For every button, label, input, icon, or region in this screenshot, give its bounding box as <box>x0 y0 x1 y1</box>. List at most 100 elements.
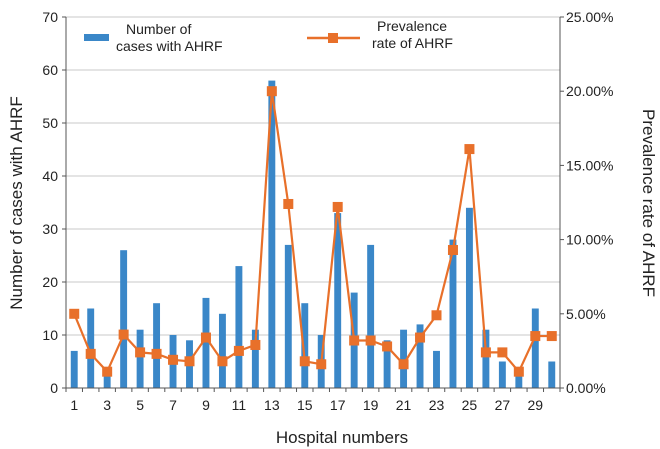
line-marker <box>332 201 343 212</box>
x-tick-label: 29 <box>528 397 544 413</box>
x-tick-label: 9 <box>202 397 210 413</box>
y2-tick-label: 25.00% <box>566 9 613 25</box>
bar <box>498 361 506 388</box>
y2-tick-label: 10.00% <box>566 232 613 248</box>
x-tick-label: 17 <box>330 397 346 413</box>
y2-tick-label: 0.00% <box>566 380 606 396</box>
legend-line-label-1: Prevalence <box>377 18 447 34</box>
line-marker <box>184 356 195 367</box>
bar <box>383 340 391 388</box>
y-tick-label: 20 <box>42 274 58 290</box>
line-marker <box>85 348 96 359</box>
bar <box>301 303 309 388</box>
line-marker <box>283 198 294 209</box>
bar <box>449 239 457 388</box>
line-marker <box>464 144 475 155</box>
y-tick-label: 30 <box>42 221 58 237</box>
y-tick-label: 40 <box>42 168 58 184</box>
line-marker <box>546 331 557 342</box>
line-marker <box>233 345 244 356</box>
line-marker <box>217 356 228 367</box>
line-marker <box>480 347 491 358</box>
y-tick-label: 60 <box>42 62 58 78</box>
grid-layer <box>66 16 560 336</box>
legend-bar-label-1: Number of <box>126 21 191 37</box>
legend: Number of cases with AHRF Prevalence rat… <box>84 18 453 54</box>
line-marker <box>299 356 310 367</box>
bar <box>218 313 226 388</box>
line-marker <box>447 244 458 255</box>
bar <box>235 266 243 388</box>
line-marker <box>398 359 409 370</box>
bar <box>120 250 128 388</box>
bar <box>515 372 523 388</box>
line-marker <box>415 332 426 343</box>
x-tick-label: 23 <box>429 397 445 413</box>
line-marker <box>118 329 129 340</box>
line-marker <box>382 341 393 352</box>
y-tick-label: 0 <box>50 380 58 396</box>
bar <box>482 329 490 388</box>
line-marker <box>497 347 508 358</box>
line-series <box>69 86 557 377</box>
line-marker <box>200 332 211 343</box>
bar <box>531 308 539 388</box>
prevalence-line <box>73 91 552 374</box>
y2-tick-label: 15.00% <box>566 157 613 173</box>
bar <box>87 308 95 388</box>
line-marker <box>135 347 146 358</box>
x-tick-label: 7 <box>169 397 177 413</box>
x-tick-label: 15 <box>297 397 313 413</box>
legend-bar-label-2: cases with AHRF <box>116 38 223 54</box>
y-tick-label: 10 <box>42 327 58 343</box>
line-marker <box>349 335 360 346</box>
bar <box>400 329 408 388</box>
line-marker <box>266 86 277 97</box>
legend-line-marker <box>328 33 338 43</box>
bar <box>548 361 556 388</box>
legend-line-label-2: rate of AHRF <box>372 35 453 51</box>
line-marker <box>69 308 80 319</box>
bar <box>268 80 276 388</box>
y-tick-label: 50 <box>42 115 58 131</box>
y2-axis-title: Prevalence rate of AHRF <box>639 109 658 297</box>
line-marker <box>250 339 261 350</box>
bar <box>334 213 342 388</box>
line-marker <box>316 359 327 370</box>
x-tick-label: 25 <box>462 397 478 413</box>
x-tick-label: 1 <box>70 397 78 413</box>
bar <box>103 372 111 388</box>
x-tick-label: 3 <box>103 397 111 413</box>
y-tick-label: 70 <box>42 9 58 25</box>
bar <box>70 350 78 388</box>
line-marker <box>365 335 376 346</box>
x-tick-label: 5 <box>136 397 144 413</box>
bar <box>251 329 259 388</box>
bar <box>416 324 424 388</box>
y2-tick-label: 5.00% <box>566 306 606 322</box>
bar <box>433 350 440 388</box>
line-marker <box>431 310 442 321</box>
bar-series <box>70 80 556 388</box>
x-tick-label: 19 <box>363 397 379 413</box>
x-tick-label: 21 <box>396 397 412 413</box>
bar <box>153 303 161 388</box>
line-marker <box>151 348 162 359</box>
x-tick-label: 11 <box>232 397 247 413</box>
line-marker <box>102 366 113 377</box>
line-marker <box>168 354 179 365</box>
line-marker <box>530 331 541 342</box>
bar <box>284 244 292 388</box>
bar <box>136 329 144 388</box>
bar <box>367 244 375 388</box>
x-tick-label: 27 <box>495 397 511 413</box>
line-marker <box>513 366 524 377</box>
legend-bar-swatch <box>84 34 109 41</box>
bar <box>465 207 473 388</box>
y2-tick-label: 20.00% <box>566 83 613 99</box>
x-tick-label: 13 <box>264 397 280 413</box>
bar <box>202 297 210 388</box>
axis-layer: 0 10 20 30 40 50 60 70 0.00% 5.00% 10.00% 15.00% 20.… <box>42 9 613 413</box>
